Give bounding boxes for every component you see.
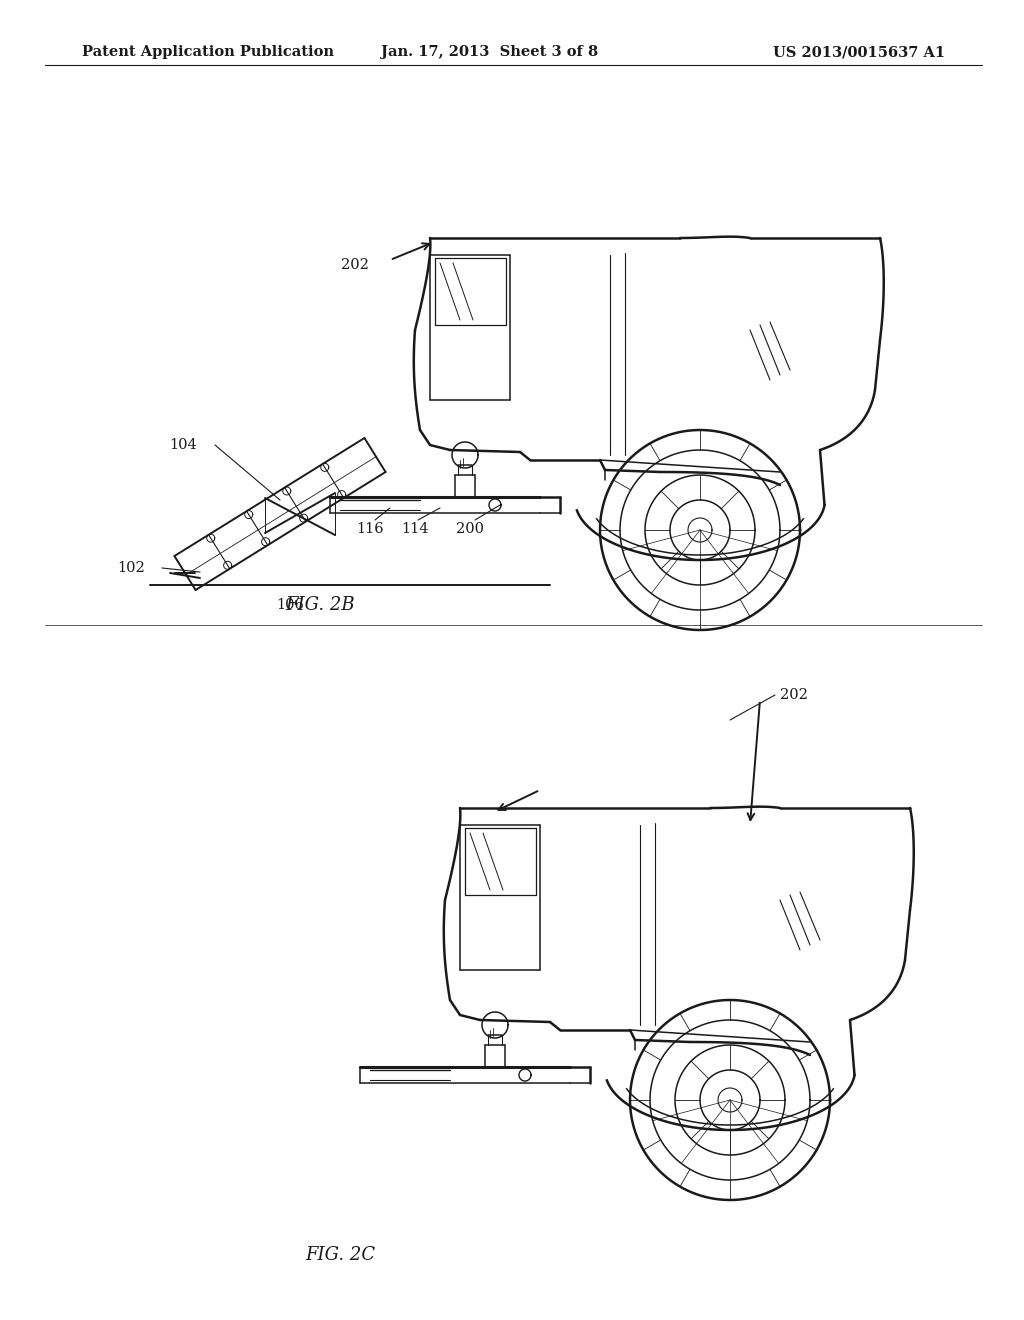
- Text: 106: 106: [276, 598, 304, 612]
- Text: 104: 104: [169, 438, 197, 451]
- Text: Patent Application Publication: Patent Application Publication: [82, 45, 334, 59]
- Text: US 2013/0015637 A1: US 2013/0015637 A1: [773, 45, 945, 59]
- Text: 114: 114: [401, 521, 429, 536]
- Text: 200: 200: [456, 521, 484, 536]
- Text: FIG. 2B: FIG. 2B: [286, 597, 354, 614]
- Text: 116: 116: [356, 521, 384, 536]
- Text: Jan. 17, 2013  Sheet 3 of 8: Jan. 17, 2013 Sheet 3 of 8: [381, 45, 599, 59]
- Text: 102: 102: [118, 561, 145, 576]
- Text: 202: 202: [341, 257, 369, 272]
- Text: FIG. 2C: FIG. 2C: [305, 1246, 375, 1265]
- Text: 202: 202: [780, 688, 808, 702]
